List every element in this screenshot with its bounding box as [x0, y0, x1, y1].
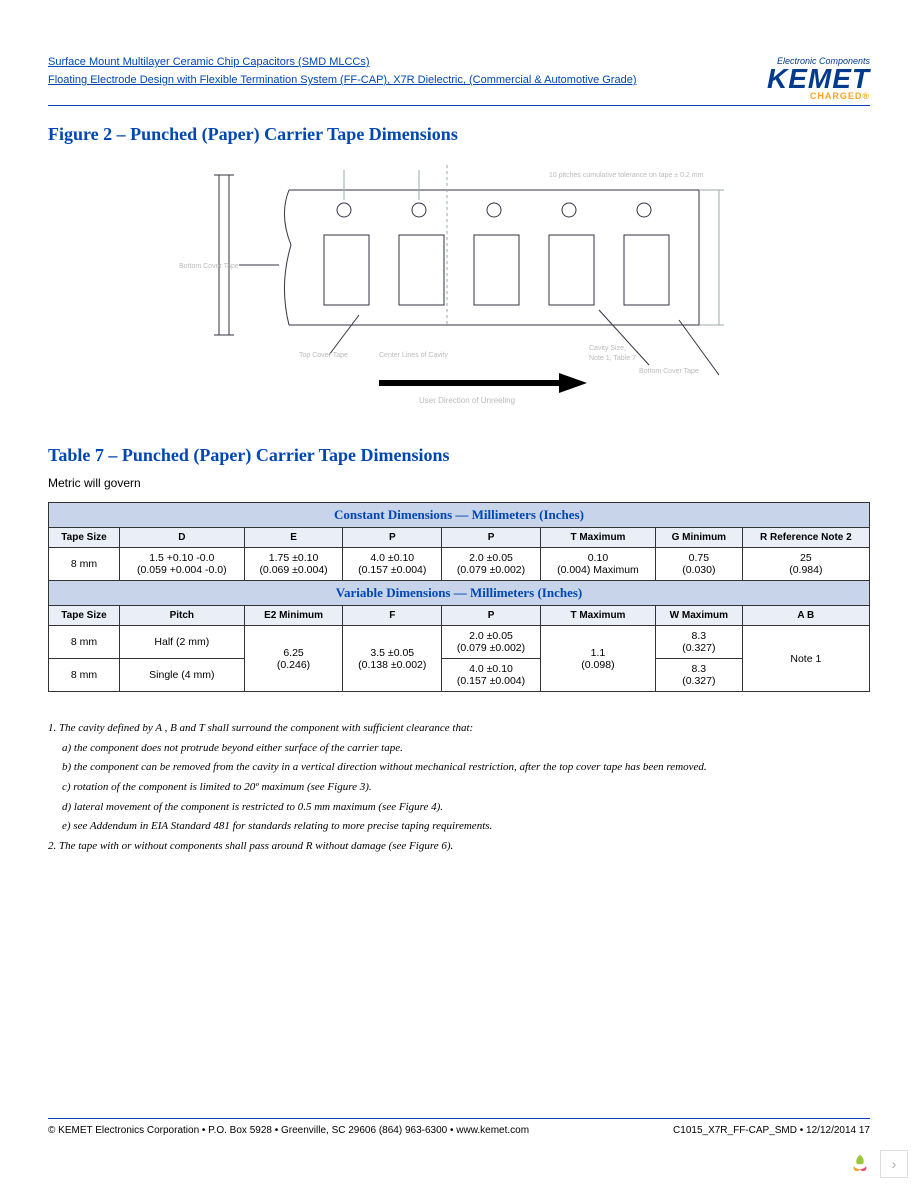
col-p1: P — [343, 528, 442, 548]
constant-section-header: Constant Dimensions — Millimeters (Inche… — [49, 503, 870, 528]
col-p2: P — [442, 528, 541, 548]
note-1c: c) rotation of the component is limited … — [62, 779, 870, 797]
svg-text:10 pitches cumulative toleranc: 10 pitches cumulative tolerance on tape … — [549, 172, 704, 179]
header-link-1[interactable]: Surface Mount Multilayer Ceramic Chip Ca… — [48, 56, 637, 68]
note-1b: b) the component can be removed from the… — [62, 759, 870, 777]
dimensions-table: Constant Dimensions — Millimeters (Inche… — [48, 502, 870, 692]
footer-divider — [48, 1118, 870, 1119]
vcol-tape-size: Tape Size — [49, 606, 120, 626]
col-tape-size: Tape Size — [49, 528, 120, 548]
table-row: 8 mm Half (2 mm) 6.25 (0.246) 3.5 ±0.05 … — [49, 626, 870, 659]
svg-text:Note 1, Table 7: Note 1, Table 7 — [589, 355, 636, 362]
vcol-ab: A B — [742, 606, 869, 626]
header-divider — [48, 105, 870, 106]
header-link-2[interactable]: Floating Electrode Design with Flexible … — [48, 74, 637, 86]
page-footer: © KEMET Electronics Corporation • P.O. B… — [48, 1118, 870, 1136]
col-d: D — [119, 528, 244, 548]
svg-text:Bottom Cover Tape: Bottom Cover Tape — [179, 263, 239, 270]
pager-logo-icon — [848, 1152, 872, 1176]
pager: › — [848, 1150, 908, 1178]
note-1d: d) lateral movement of the component is … — [62, 799, 870, 817]
metric-govern-note: Metric will govern — [48, 476, 870, 490]
logo-name: KEMET — [767, 66, 870, 91]
svg-text:Bottom Cover Tape: Bottom Cover Tape — [639, 368, 699, 375]
carrier-tape-diagram: User Direction of Unreeling Bottom Cover… — [179, 155, 739, 405]
table-row: 8 mm 1.5 +0.10 -0.0 (0.059 +0.004 -0.0) … — [49, 548, 870, 581]
note-1e: e) see Addendum in EIA Standard 481 for … — [62, 818, 870, 836]
chevron-right-icon: › — [892, 1156, 897, 1172]
svg-text:Center Lines of Cavity: Center Lines of Cavity — [379, 352, 448, 359]
col-rref: R Reference Note 2 — [742, 528, 869, 548]
vcol-f: F — [343, 606, 442, 626]
header-links: Surface Mount Multilayer Ceramic Chip Ca… — [48, 56, 637, 92]
table-title: Table 7 – Punched (Paper) Carrier Tape D… — [48, 445, 870, 466]
next-page-button[interactable]: › — [880, 1150, 908, 1178]
vcol-wmax: W Maximum — [656, 606, 743, 626]
footnotes: 1. The cavity defined by A , B and T sha… — [48, 720, 870, 855]
col-tmax: T Maximum — [540, 528, 655, 548]
note-2: 2. The tape with or without components s… — [48, 838, 870, 856]
kemet-logo: Electronic Components KEMET CHARGED® — [767, 56, 870, 101]
page-header: Surface Mount Multilayer Ceramic Chip Ca… — [48, 56, 870, 101]
svg-text:Cavity Size,: Cavity Size, — [589, 345, 626, 352]
svg-text:Top Cover Tape: Top Cover Tape — [299, 352, 348, 359]
vcol-pitch: Pitch — [119, 606, 244, 626]
footer-right: C1015_X7R_FF-CAP_SMD • 12/12/2014 17 — [673, 1125, 870, 1136]
vcol-p: P — [442, 606, 541, 626]
variable-section-header: Variable Dimensions — Millimeters (Inche… — [49, 581, 870, 606]
col-e: E — [244, 528, 343, 548]
arrow-label: User Direction of Unreeling — [419, 396, 515, 405]
vcol-tmax: T Maximum — [540, 606, 655, 626]
vcol-e2: E2 Minimum — [244, 606, 343, 626]
unreeling-arrow — [379, 373, 587, 393]
note-1: 1. The cavity defined by A , B and T sha… — [48, 720, 870, 738]
footer-left: © KEMET Electronics Corporation • P.O. B… — [48, 1125, 529, 1136]
figure-title: Figure 2 – Punched (Paper) Carrier Tape … — [48, 124, 870, 145]
col-gmin: G Minimum — [656, 528, 743, 548]
note-1a: a) the component does not protrude beyon… — [62, 740, 870, 758]
